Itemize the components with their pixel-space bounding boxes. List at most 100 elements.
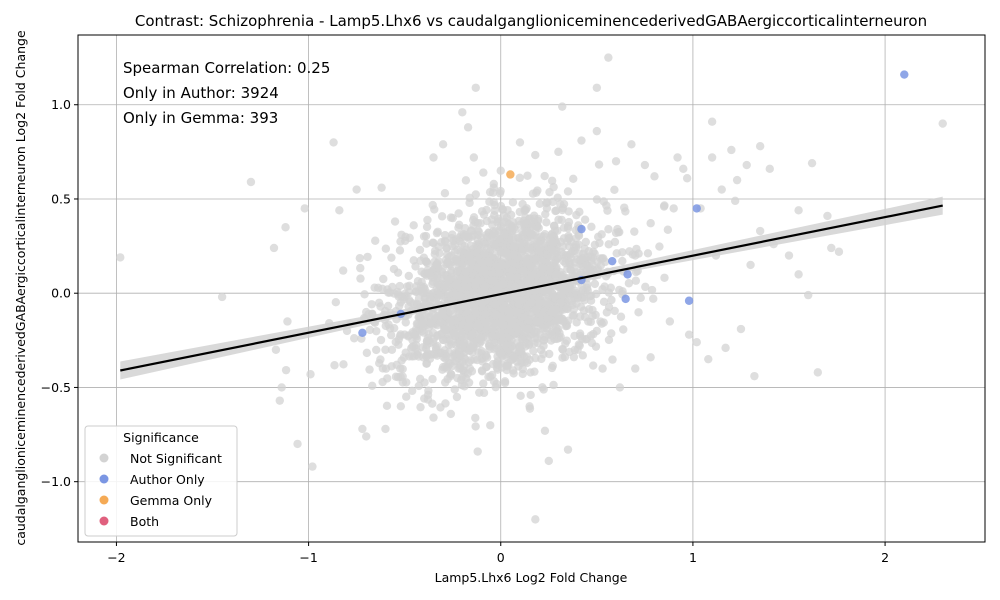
point-not-significant xyxy=(563,445,573,454)
point-not-significant xyxy=(547,252,556,261)
point-not-significant xyxy=(530,327,540,337)
point-not-significant xyxy=(428,200,437,210)
legend: Significance Not Significant Author Only… xyxy=(84,425,238,537)
point-not-significant xyxy=(471,83,480,92)
point-not-significant xyxy=(619,325,628,334)
point-not-significant xyxy=(603,206,612,215)
point-not-significant xyxy=(422,239,431,248)
point-not-significant xyxy=(587,338,597,348)
point-not-significant xyxy=(509,242,519,251)
point-not-significant xyxy=(632,244,641,254)
point-not-significant xyxy=(471,422,480,431)
point-not-significant xyxy=(769,240,778,249)
point-not-significant xyxy=(460,382,469,391)
point-not-significant xyxy=(487,370,497,380)
point-not-significant xyxy=(545,349,554,359)
point-not-significant xyxy=(481,309,490,319)
point-not-significant xyxy=(544,456,553,466)
point-not-significant xyxy=(522,258,531,267)
point-not-significant xyxy=(711,251,721,260)
point-not-significant xyxy=(398,378,407,387)
point-not-significant xyxy=(465,198,474,208)
point-not-significant xyxy=(459,339,469,348)
point-not-significant xyxy=(395,331,405,341)
point-not-significant xyxy=(383,374,392,383)
point-not-significant xyxy=(765,164,774,174)
point-not-significant xyxy=(429,349,438,359)
point-author-only xyxy=(692,204,701,213)
point-not-significant xyxy=(592,126,602,136)
point-not-significant xyxy=(281,223,290,232)
point-not-significant xyxy=(487,215,496,224)
point-not-significant xyxy=(487,276,496,285)
point-not-significant xyxy=(356,274,365,283)
legend-label-both: Both xyxy=(130,514,159,529)
point-not-significant xyxy=(281,365,291,375)
point-not-significant xyxy=(372,345,381,355)
point-not-significant xyxy=(542,218,551,227)
point-not-significant xyxy=(655,242,664,251)
point-not-significant xyxy=(684,330,694,339)
point-not-significant xyxy=(376,302,385,311)
point-not-significant xyxy=(827,243,836,253)
point-not-significant xyxy=(438,140,448,149)
point-not-significant xyxy=(534,298,544,307)
point-not-significant xyxy=(463,123,473,132)
point-not-significant xyxy=(365,365,374,374)
point-not-significant xyxy=(396,402,406,411)
point-not-significant xyxy=(518,335,527,344)
point-not-significant xyxy=(627,140,636,149)
point-not-significant xyxy=(515,296,525,305)
point-not-significant xyxy=(416,402,425,412)
point-not-significant xyxy=(527,271,536,281)
point-not-significant xyxy=(573,345,582,354)
point-not-significant xyxy=(436,317,445,327)
point-not-significant xyxy=(784,251,794,260)
point-not-significant xyxy=(450,385,459,394)
point-not-significant xyxy=(415,245,425,255)
legend-marker-not-significant xyxy=(99,453,109,463)
point-not-significant xyxy=(539,286,549,296)
point-not-significant xyxy=(467,330,477,339)
point-not-significant xyxy=(549,380,558,390)
point-not-significant xyxy=(525,355,534,364)
point-not-significant xyxy=(548,238,558,248)
point-not-significant xyxy=(563,221,573,231)
point-not-significant xyxy=(508,366,518,375)
point-not-significant xyxy=(574,240,583,249)
point-not-significant xyxy=(620,203,629,212)
point-not-significant xyxy=(530,367,539,376)
point-not-significant xyxy=(611,157,621,166)
point-not-significant xyxy=(518,364,528,374)
point-not-significant xyxy=(329,138,338,147)
point-not-significant xyxy=(412,319,422,328)
point-not-significant xyxy=(604,335,614,345)
point-not-significant xyxy=(518,246,527,256)
point-not-significant xyxy=(393,268,403,277)
point-not-significant xyxy=(727,145,736,155)
point-not-significant xyxy=(428,337,438,347)
point-not-significant xyxy=(588,305,597,315)
point-not-significant xyxy=(434,242,443,251)
point-not-significant xyxy=(549,221,559,231)
point-not-significant xyxy=(446,370,456,379)
legend-label-author-only: Author Only xyxy=(130,472,205,487)
point-not-significant xyxy=(480,282,490,291)
point-not-significant xyxy=(562,336,571,345)
point-not-significant xyxy=(938,119,947,128)
point-not-significant xyxy=(480,249,489,258)
point-not-significant xyxy=(444,289,453,298)
point-not-significant xyxy=(461,268,470,277)
point-not-significant xyxy=(440,236,450,246)
point-not-significant xyxy=(569,311,579,320)
point-not-significant xyxy=(502,362,512,371)
point-not-significant xyxy=(663,225,673,234)
point-not-significant xyxy=(608,355,617,364)
point-not-significant xyxy=(523,324,533,334)
point-not-significant xyxy=(488,325,497,334)
point-not-significant xyxy=(405,281,414,291)
point-not-significant xyxy=(452,266,462,276)
point-not-significant xyxy=(488,359,498,369)
y-tick-label: −0.5 xyxy=(41,380,71,395)
point-not-significant xyxy=(721,343,730,353)
